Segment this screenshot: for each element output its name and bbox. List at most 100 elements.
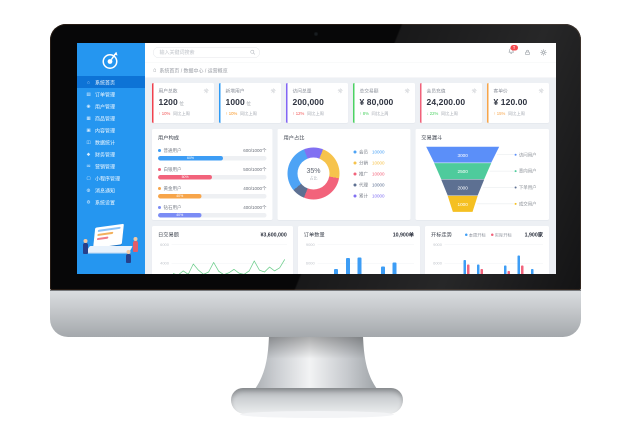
legend-dot bbox=[464, 233, 468, 236]
stat-card-value: 1200 位 bbox=[159, 98, 210, 108]
legend-dot bbox=[353, 194, 357, 198]
monitor-stand-base bbox=[231, 388, 403, 414]
sidebar-item-products[interactable]: ▦ 商品管理 bbox=[77, 112, 145, 124]
stat-card-unit: 位 bbox=[246, 101, 251, 106]
header-icons: 5 bbox=[508, 45, 548, 58]
stat-card-title: 用户总数 bbox=[158, 88, 178, 95]
composition-row: 普通用户 600/1000个 60% bbox=[158, 147, 267, 161]
stats-icon: ◫ bbox=[86, 139, 91, 145]
stat-card-value: 24,200.00 bbox=[427, 98, 478, 108]
sidebar-item-messages[interactable]: ◍ 消息通知 bbox=[77, 184, 145, 196]
stat-card-delta: ↑ 12% 同比上周 bbox=[292, 111, 324, 116]
daily-amount-panel: 日交易额 ¥3,600,000 600040002000 bbox=[152, 226, 293, 274]
donut-chart: 35% 占比 bbox=[287, 147, 340, 200]
row-value: 400/1000个 bbox=[243, 205, 267, 210]
progress-bar: 50% bbox=[158, 175, 213, 180]
monitor-screen: ⌂ 系统首页 ▤ 订单管理 ◉ 用户管理 ▦ 商品管理 ▣ 内容管理 ◫ 数据统计 ◆ 财务管… bbox=[77, 43, 556, 274]
gear-icon[interactable] bbox=[540, 49, 547, 56]
funnel-panel: 交易漏斗 访问用户 3000 意向用户 2500 下单用户 2000 成交用户 1000 bbox=[415, 129, 549, 220]
svg-text:1000: 1000 bbox=[457, 202, 468, 207]
lock-icon[interactable] bbox=[524, 49, 531, 56]
legend-item: 本周开标 bbox=[464, 232, 486, 238]
sidebar-item-orders[interactable]: ▤ 订单管理 bbox=[77, 88, 145, 100]
top-bar: 5 bbox=[145, 43, 556, 62]
line-chart: 600040002000 bbox=[158, 243, 287, 274]
dashboard: ⌂ 系统首页 ▤ 订单管理 ◉ 用户管理 ▦ 商品管理 ▣ 内容管理 ◫ 数据统计 ◆ 财务管… bbox=[77, 43, 556, 274]
chart-legend: 本周开标 实际开标 bbox=[452, 232, 525, 238]
stat-card-delta: ↑ 10% 同比上周 bbox=[158, 111, 190, 116]
panel-title: 订单数量 bbox=[303, 232, 325, 238]
progress-track: 50% bbox=[158, 175, 267, 180]
row-value: 600/1000个 bbox=[243, 148, 267, 153]
bidding-panel: 开标走势 本周开标 实际开标 1,900家 900060003000 bbox=[425, 226, 549, 274]
legend-dot bbox=[353, 183, 357, 187]
sidebar-item-users[interactable]: ◉ 用户管理 bbox=[77, 100, 145, 112]
sidebar-menu: ⌂ 系统首页 ▤ 订单管理 ◉ 用户管理 ▦ 商品管理 ▣ 内容管理 ◫ 数据统计 ◆ 财务管… bbox=[77, 76, 145, 208]
stat-card-value: ¥ 120.00 bbox=[494, 98, 545, 108]
sidebar-item-stats[interactable]: ◫ 数据统计 bbox=[77, 136, 145, 148]
stat-card: 客单价 ¥ 120.00 ↑ 15% 同比上周 bbox=[487, 83, 549, 123]
illustration-person bbox=[133, 237, 138, 252]
sidebar-item-marketing[interactable]: ✉ 营销管理 bbox=[77, 160, 145, 172]
sidebar-item-settings[interactable]: ⚙ 系统设置 bbox=[77, 196, 145, 208]
value-text: 1200 bbox=[158, 97, 178, 108]
sidebar-item-content[interactable]: ▣ 内容管理 bbox=[77, 124, 145, 136]
menu-label: 营销管理 bbox=[95, 164, 115, 170]
row-label: 普通用户 bbox=[163, 148, 182, 153]
donut-center: 35% 占比 bbox=[297, 157, 330, 190]
grouped-bar-chart: 900060003000 bbox=[431, 243, 543, 274]
legend-dot bbox=[158, 186, 161, 190]
progress-track: 60% bbox=[158, 156, 267, 161]
row-value: 500/1000个 bbox=[243, 167, 267, 172]
value-text: 24,200.00 bbox=[426, 97, 466, 108]
search-input[interactable] bbox=[153, 47, 260, 58]
stat-card-title: 客单价 bbox=[493, 88, 508, 95]
composition-row: 黄金用户 400/1000个 40% bbox=[158, 185, 267, 199]
home-icon: ⌂ bbox=[87, 79, 90, 85]
card-gear-icon[interactable] bbox=[271, 88, 277, 94]
content: 用户总数 1200 位 ↑ 10% 同比上周 新增用户 1000 位 ↑ 10% 同比上… bbox=[145, 78, 556, 274]
stat-card-title: 新增用户 bbox=[225, 88, 245, 95]
breadcrumb-path[interactable]: 系统首页 / 数据中心 / 运营概览 bbox=[159, 68, 228, 74]
sidebar-item-home[interactable]: ⌂ 系统首页 bbox=[77, 76, 145, 88]
card-gear-icon[interactable] bbox=[204, 88, 210, 94]
monitor-chin bbox=[50, 290, 581, 337]
sidebar-illustration bbox=[77, 217, 145, 272]
svg-text:意向用户: 意向用户 bbox=[519, 168, 537, 175]
panel-title: 用户占比 bbox=[283, 135, 305, 141]
svg-text:成交用户: 成交用户 bbox=[519, 201, 537, 208]
card-gear-icon[interactable] bbox=[405, 88, 411, 94]
stat-card-delta: ↑ 8% 同比上周 bbox=[359, 111, 389, 116]
menu-label: 内容管理 bbox=[95, 128, 115, 134]
svg-text:下单用户: 下单用户 bbox=[519, 184, 537, 191]
stat-card-value: ¥ 80,000 bbox=[360, 98, 411, 108]
panel-total: ¥3,600,000 bbox=[260, 231, 287, 238]
panel-title: 日交易额 bbox=[158, 232, 179, 238]
progress-track: 40% bbox=[158, 194, 267, 199]
card-gear-icon[interactable] bbox=[539, 88, 545, 94]
stat-card-delta: ↑ 10% 同比上周 bbox=[225, 111, 257, 116]
stat-card-delta: ↓ 22% 同比上周 bbox=[426, 111, 458, 116]
search-icon[interactable] bbox=[250, 49, 257, 56]
app-logo-target-icon[interactable] bbox=[100, 49, 123, 72]
sidebar-item-finance[interactable]: ◆ 财务管理 bbox=[77, 148, 145, 160]
users-icon: ◉ bbox=[86, 103, 91, 109]
panel-total: 10,900单 bbox=[392, 232, 414, 238]
card-gear-icon[interactable] bbox=[338, 88, 344, 94]
search-box bbox=[153, 47, 260, 58]
svg-text:2500: 2500 bbox=[457, 169, 468, 174]
value-text: ¥ 120.00 bbox=[493, 97, 528, 108]
content-icon: ▣ bbox=[86, 127, 91, 133]
illustration-laptop bbox=[93, 223, 124, 249]
legend-item: 分销 10000 bbox=[353, 160, 385, 167]
legend-item: 实际开标 bbox=[490, 232, 512, 238]
bars bbox=[446, 245, 541, 274]
notifications-button[interactable]: 5 bbox=[508, 45, 518, 58]
legend-dot bbox=[158, 205, 161, 209]
progress-bar: 40% bbox=[158, 213, 202, 218]
card-gear-icon[interactable] bbox=[472, 88, 478, 94]
panel-total: 1,900家 bbox=[524, 232, 543, 238]
orders-panel: 订单数量 10,900单 900060003000 bbox=[297, 226, 420, 274]
sidebar-item-miniapp[interactable]: ▢ 小程序管理 bbox=[77, 172, 145, 184]
